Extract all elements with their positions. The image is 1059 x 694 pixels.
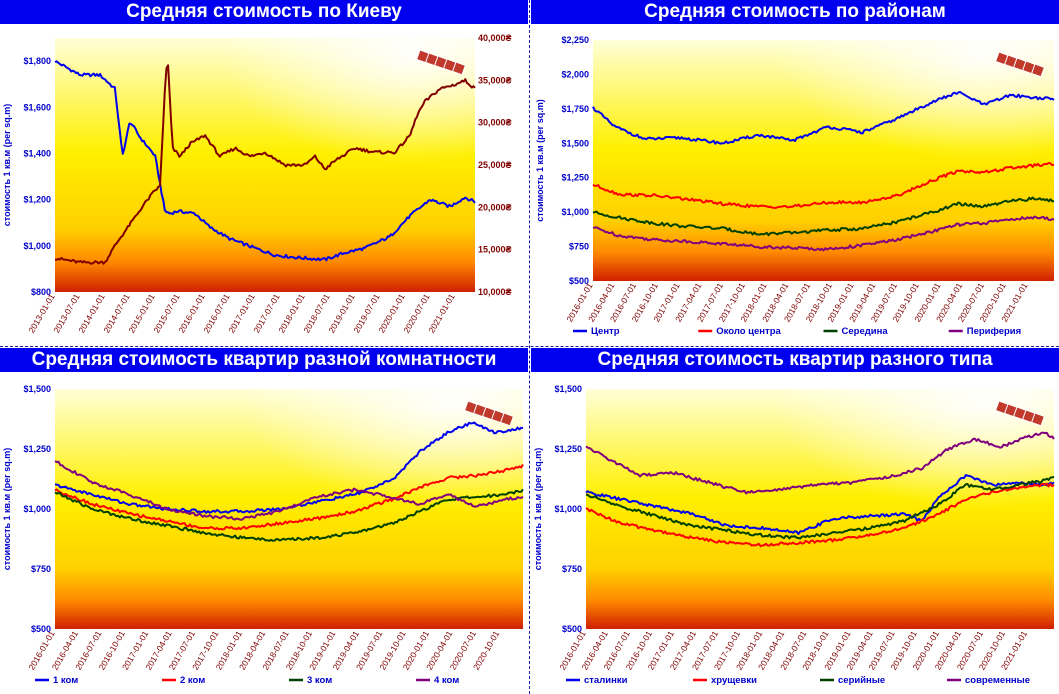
y2-tick-label: 10,000₴ <box>478 287 512 297</box>
legend-label: 2 ком <box>180 675 205 686</box>
y-tick-label: $1,000 <box>554 504 582 514</box>
series-line <box>585 482 1055 548</box>
legend-label: современные <box>965 675 1030 686</box>
y-axis-label: стоимость 1 кв.м (per sq.m) <box>533 448 543 570</box>
chart-panel-kyiv: Средняя стоимость по Киеву $800 $1,000 $1,… <box>0 0 528 345</box>
y2-tick-label: 20,000₴ <box>478 202 512 212</box>
y-tick-label: $1,600 <box>23 102 51 112</box>
y-axis-label: стоимость 1 кв.м (per sq.m) <box>2 104 12 226</box>
y-tick-label: $500 <box>569 276 589 286</box>
chart-title: Средняя стоимость по Киеву <box>0 0 528 24</box>
y-tick-label: $1,500 <box>561 138 589 148</box>
series-line <box>585 474 1055 535</box>
y-tick-label: $1,800 <box>23 56 51 66</box>
y-tick-label: $1,000 <box>23 241 51 251</box>
legend-label: 4 ком <box>434 675 459 686</box>
y2-tick-label: 15,000₴ <box>478 245 512 255</box>
legend-label: хрущевки <box>711 675 757 686</box>
y-tick-label: $1,500 <box>554 384 582 394</box>
legend-label: Середина <box>842 326 889 337</box>
y-tick-label: $1,200 <box>23 195 51 205</box>
legend-label: серийные <box>838 675 885 686</box>
y-tick-label: $1,000 <box>561 207 589 217</box>
y-tick-label: $2,250 <box>561 35 589 45</box>
series-line <box>54 488 524 542</box>
legend-label: Около центра <box>716 326 781 337</box>
series-line <box>54 463 524 531</box>
y-tick-label: $1,000 <box>23 504 51 514</box>
y-axis-label: стоимость 1 кв.м (per sq.m) <box>2 448 12 570</box>
chart-rooms: $500 $750 $1,000 $1,250 $1,500 стоимость 1 кв… <box>2 384 524 686</box>
legend-label: сталинки <box>584 675 628 686</box>
chart-types: $500 $750 $1,000 $1,250 $1,500 стоимость 1 кв… <box>533 384 1055 686</box>
plot-glow <box>55 38 475 292</box>
plot-glow <box>55 389 523 629</box>
y-tick-label: $1,400 <box>23 148 51 158</box>
series-line <box>592 162 1055 209</box>
legend-label: 1 ком <box>53 675 78 686</box>
y-tick-label: $1,250 <box>561 173 589 183</box>
y-tick-label: $2,000 <box>561 69 589 79</box>
y-tick-label: $500 <box>31 624 51 634</box>
series-line <box>54 60 476 262</box>
y-axis-label: стоимость 1 кв.м (per sq.m) <box>535 99 545 221</box>
chart-panel-rooms: Средняя стоимость квартир разной комнатн… <box>0 348 528 694</box>
chart-kyiv: $800 $1,000 $1,200 $1,400 $1,600 $1,800 10,000… <box>2 33 512 335</box>
series-line <box>54 64 476 265</box>
chart-panel-types: Средняя стоимость квартир разного типа $… <box>531 348 1059 694</box>
plot-glow <box>586 389 1054 629</box>
y-tick-label: $750 <box>562 564 582 574</box>
y-tick-label: $800 <box>31 287 51 297</box>
plot-glow <box>593 40 1054 281</box>
brand-logo-block <box>499 412 515 427</box>
y2-tick-label: 30,000₴ <box>478 118 512 128</box>
legend-label: Периферия <box>967 326 1021 337</box>
series-line <box>585 475 1055 540</box>
series-line <box>585 431 1055 495</box>
y-tick-label: $1,250 <box>23 444 51 454</box>
series-line <box>592 90 1055 145</box>
y-tick-label: $750 <box>569 242 589 252</box>
y2-tick-label: 40,000₴ <box>478 33 512 43</box>
y2-tick-label: 35,000₴ <box>478 75 512 85</box>
chart-title: Средняя стоимость квартир разного типа <box>531 348 1059 372</box>
chart-title: Средняя стоимость квартир разной комнатн… <box>0 348 528 372</box>
brand-logo-block <box>451 61 467 76</box>
series-line <box>592 215 1055 252</box>
y-tick-label: $750 <box>31 564 51 574</box>
series-line <box>592 196 1055 237</box>
brand-logo-block <box>1030 412 1046 427</box>
brand-logo-block <box>1030 63 1046 78</box>
y-tick-label: $1,500 <box>23 384 51 394</box>
legend-label: Центр <box>591 326 620 337</box>
y-tick-label: $500 <box>562 624 582 634</box>
chart-districts: $500 $750 $1,000 $1,250 $1,500 $1,750 $2,000 $2… <box>535 35 1055 337</box>
chart-title: Средняя стоимость по районам <box>531 0 1059 24</box>
legend-label: 3 ком <box>307 675 332 686</box>
series-line <box>54 460 524 521</box>
y-tick-label: $1,750 <box>561 104 589 114</box>
y2-tick-label: 25,000₴ <box>478 160 512 170</box>
chart-panel-districts: Средняя стоимость по районам $500 $750 $1,… <box>531 0 1059 345</box>
y-tick-label: $1,250 <box>554 444 582 454</box>
